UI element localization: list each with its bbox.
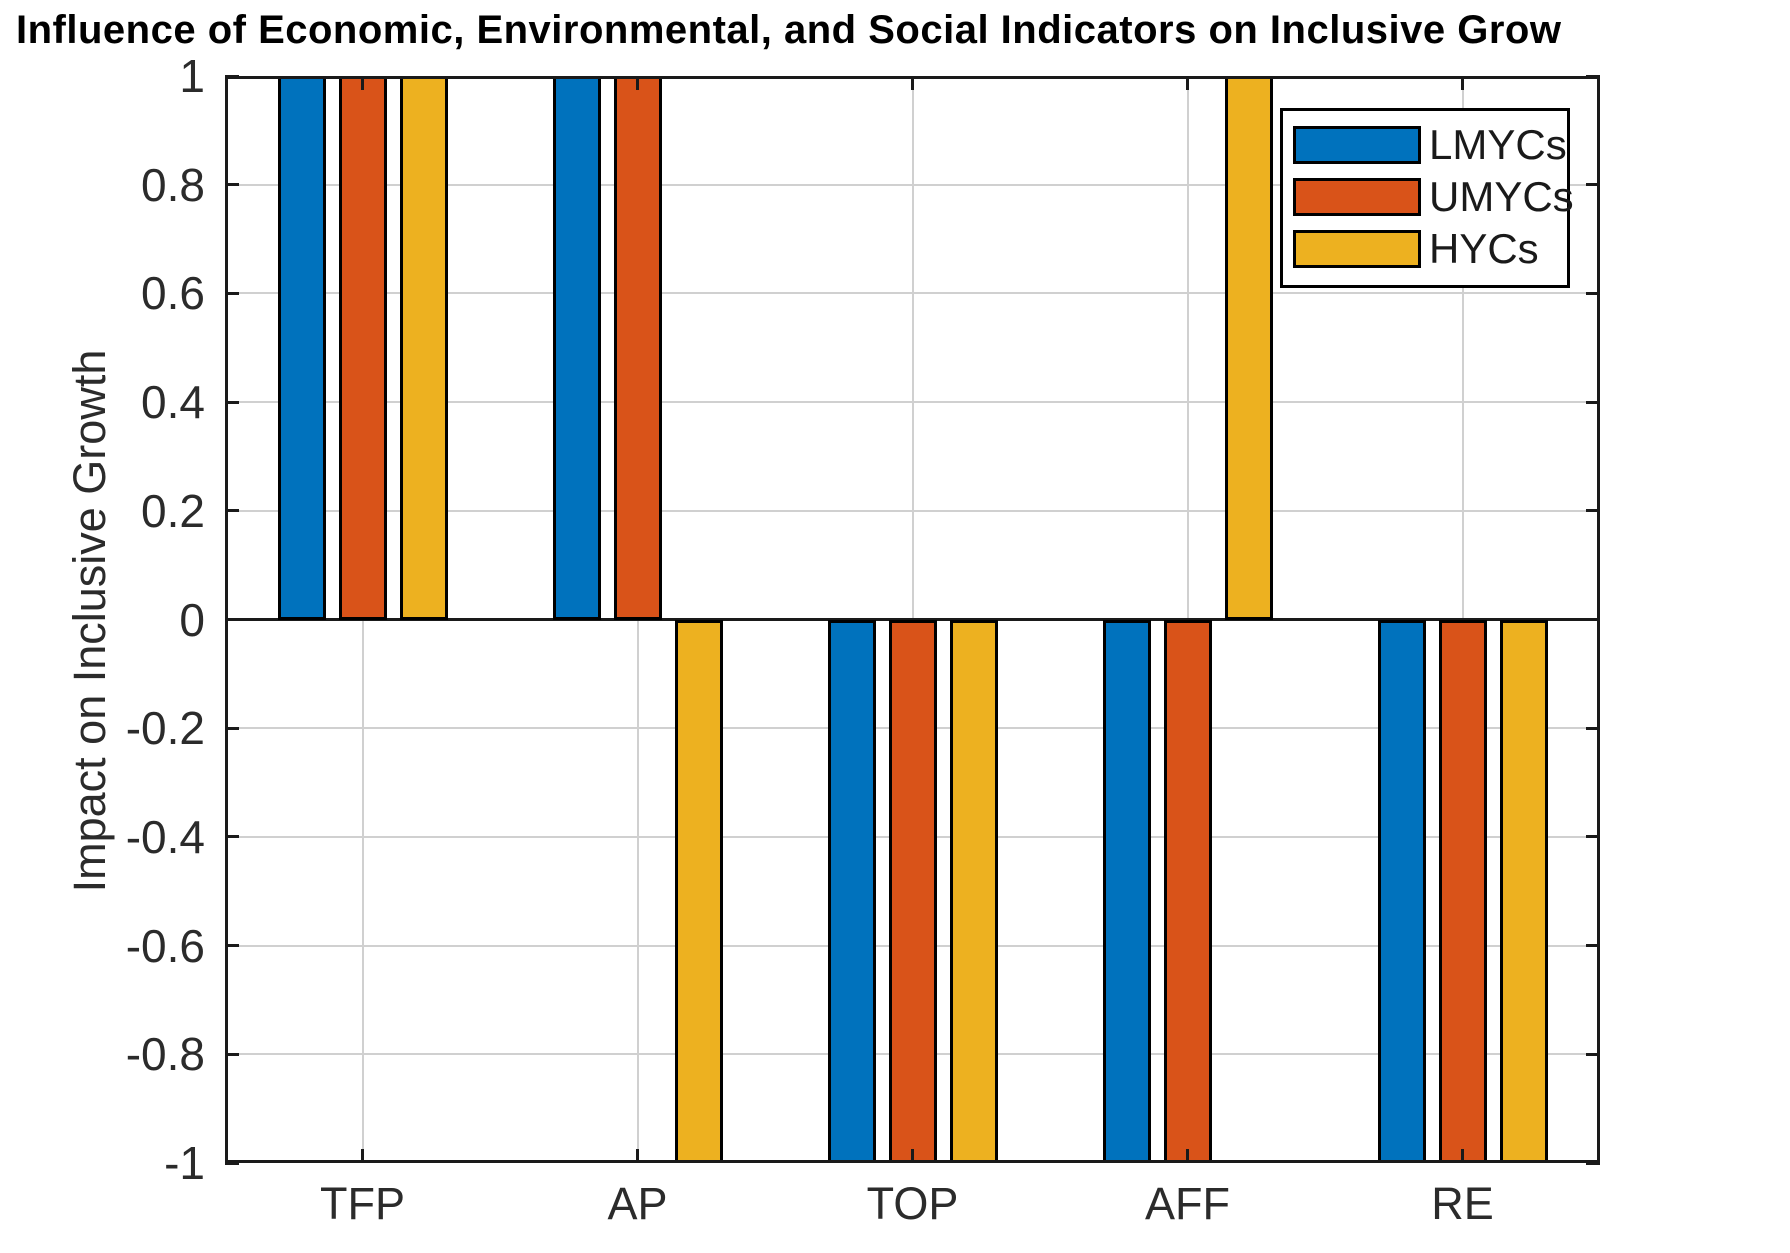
legend-item: LMYCs (1293, 122, 1567, 168)
y-tick-label: -0.6 (125, 919, 205, 972)
bar-HYCs-TFP (399, 76, 448, 620)
y-tick-label: -0.4 (125, 810, 205, 863)
bar-HYCs-AP (674, 619, 723, 1163)
y-tick-right (1586, 509, 1600, 513)
y-tick-label: 0.4 (141, 376, 205, 429)
bar-LMYCs-AP (552, 76, 601, 620)
x-tick-bottom (911, 1149, 914, 1163)
x-tick-top (911, 76, 914, 90)
y-tick-label: 0 (179, 593, 205, 646)
y-tick-left (225, 183, 239, 187)
x-tick-top (1186, 76, 1189, 90)
x-tick-label: AFF (1145, 1178, 1230, 1229)
y-tick-label: -1 (164, 1137, 205, 1189)
y-tick-right (1586, 1052, 1600, 1056)
plot-area: LMYCs UMYCs HYCs (225, 74, 1600, 1165)
bar-UMYCs-AFF (1163, 619, 1212, 1163)
y-tick-label: 0.8 (141, 158, 205, 211)
bar-LMYCs-TOP (827, 619, 876, 1163)
bar-UMYCs-TOP (888, 619, 937, 1163)
y-tick-left (225, 400, 239, 404)
x-tick-label: TFP (320, 1178, 405, 1229)
y-tick-left (225, 1052, 239, 1056)
bar-HYCs-AFF (1224, 76, 1273, 620)
y-tick-left (225, 74, 239, 78)
y-tick-right (1586, 726, 1600, 730)
x-tick-bottom (1461, 1149, 1464, 1163)
chart-title: Influence of Economic, Environmental, an… (16, 8, 1562, 52)
x-tick-label: RE (1431, 1178, 1494, 1229)
y-tick-label: 1 (179, 50, 205, 102)
y-tick-left (225, 291, 239, 295)
y-tick-right (1586, 74, 1600, 78)
y-tick-right (1586, 618, 1600, 621)
legend-item: UMYCs (1293, 174, 1574, 220)
y-tick-label: 0.6 (141, 267, 205, 320)
bar-UMYCs-TFP (338, 76, 387, 620)
y-tick-label: -0.8 (125, 1028, 205, 1081)
x-tick-bottom (1186, 1149, 1189, 1163)
bar-UMYCs-RE (1438, 619, 1487, 1163)
bar-HYCs-TOP (949, 619, 998, 1163)
x-tick-top (636, 76, 639, 90)
y-tick-left (225, 509, 239, 513)
y-tick-right (1586, 1161, 1600, 1165)
y-tick-left (225, 618, 239, 621)
legend-swatch-HYCs (1293, 230, 1421, 268)
y-tick-label: 0.2 (141, 484, 205, 537)
y-tick-label: -0.2 (125, 702, 205, 755)
x-tick-label: AP (607, 1178, 668, 1229)
y-tick-right (1586, 183, 1600, 187)
bar-LMYCs-RE (1377, 619, 1426, 1163)
y-tick-right (1586, 291, 1600, 295)
x-tick-bottom (636, 1149, 639, 1163)
x-tick-top (1461, 76, 1464, 90)
legend-label: UMYCs (1429, 173, 1574, 220)
y-tick-right (1586, 944, 1600, 948)
bar-UMYCs-AP (613, 76, 662, 620)
y-tick-left (225, 726, 239, 730)
legend: LMYCs UMYCs HYCs (1280, 108, 1574, 288)
y-tick-left (225, 944, 239, 948)
x-tick-label: TOP (866, 1178, 959, 1229)
y-tick-right (1586, 400, 1600, 404)
y-tick-left (225, 835, 239, 839)
bar-LMYCs-TFP (277, 76, 326, 620)
legend-item: HYCs (1293, 226, 1567, 272)
legend-label: HYCs (1429, 225, 1539, 272)
y-tick-right (1586, 835, 1600, 839)
bar-LMYCs-AFF (1102, 619, 1151, 1163)
bar-HYCs-RE (1499, 619, 1548, 1163)
y-tick-left (225, 1161, 239, 1165)
legend-swatch-LMYCs (1293, 126, 1421, 164)
x-tick-top (361, 76, 364, 90)
legend-swatch-UMYCs (1293, 178, 1421, 216)
legend-label: LMYCs (1429, 121, 1567, 168)
x-tick-bottom (361, 1149, 364, 1163)
